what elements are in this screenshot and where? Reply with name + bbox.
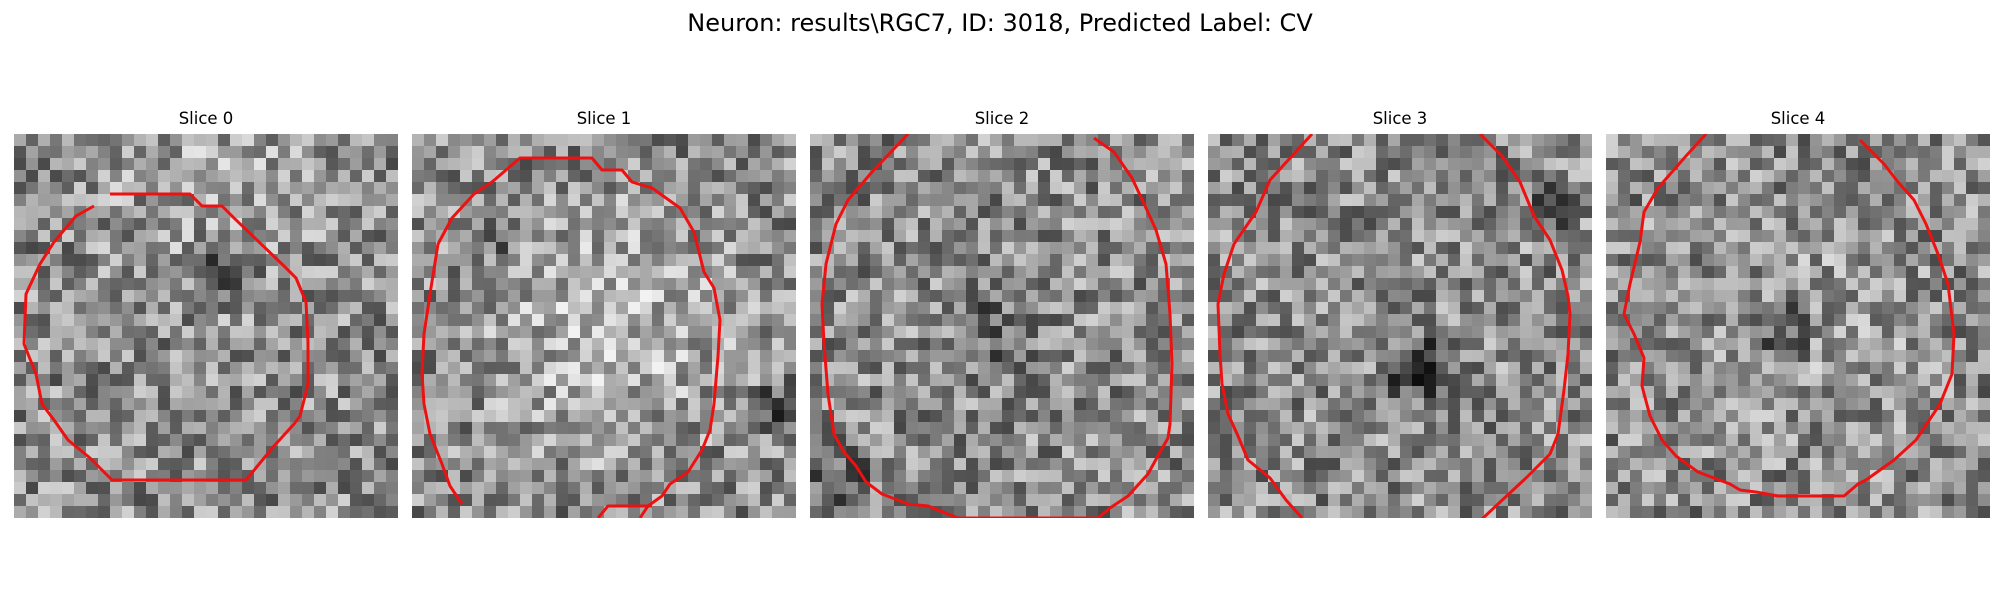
cell-contour: [1622, 134, 1956, 498]
cell-contour: [420, 156, 722, 518]
slice-image-0: [14, 134, 398, 518]
grayscale-pixels: [1208, 134, 1592, 518]
grayscale-pixels: [14, 134, 398, 518]
slice-title-1: Slice 1: [576, 109, 632, 128]
cell-contour: [820, 134, 1174, 518]
slice-panel-3: Slice 3: [1208, 108, 1592, 518]
grayscale-pixels: [1606, 134, 1990, 518]
slice-image-4: [1606, 134, 1990, 518]
slice-title-2: Slice 2: [974, 109, 1030, 128]
grayscale-pixels: [412, 134, 796, 518]
slice-image-1: [412, 134, 796, 518]
grayscale-pixels: [810, 134, 1194, 518]
slice-panel-2: Slice 2: [810, 108, 1194, 518]
slice-image-3: [1208, 134, 1592, 518]
slice-title-4: Slice 4: [1770, 109, 1826, 128]
cell-contour: [1216, 134, 1314, 518]
cell-contour-right: [1478, 134, 1572, 518]
slice-panel-0: Slice 0: [14, 108, 398, 518]
slice-image-2: [810, 134, 1194, 518]
slice-title-0: Slice 0: [178, 109, 234, 128]
slice-panel-4: Slice 4: [1606, 108, 1990, 518]
cell-contour-lower: [596, 504, 652, 518]
cell-contour: [22, 192, 310, 482]
slice-title-3: Slice 3: [1372, 109, 1428, 128]
slice-panel-1: Slice 1: [412, 108, 796, 518]
figure-title: Neuron: results\RGC7, ID: 3018, Predicte…: [687, 9, 1313, 37]
